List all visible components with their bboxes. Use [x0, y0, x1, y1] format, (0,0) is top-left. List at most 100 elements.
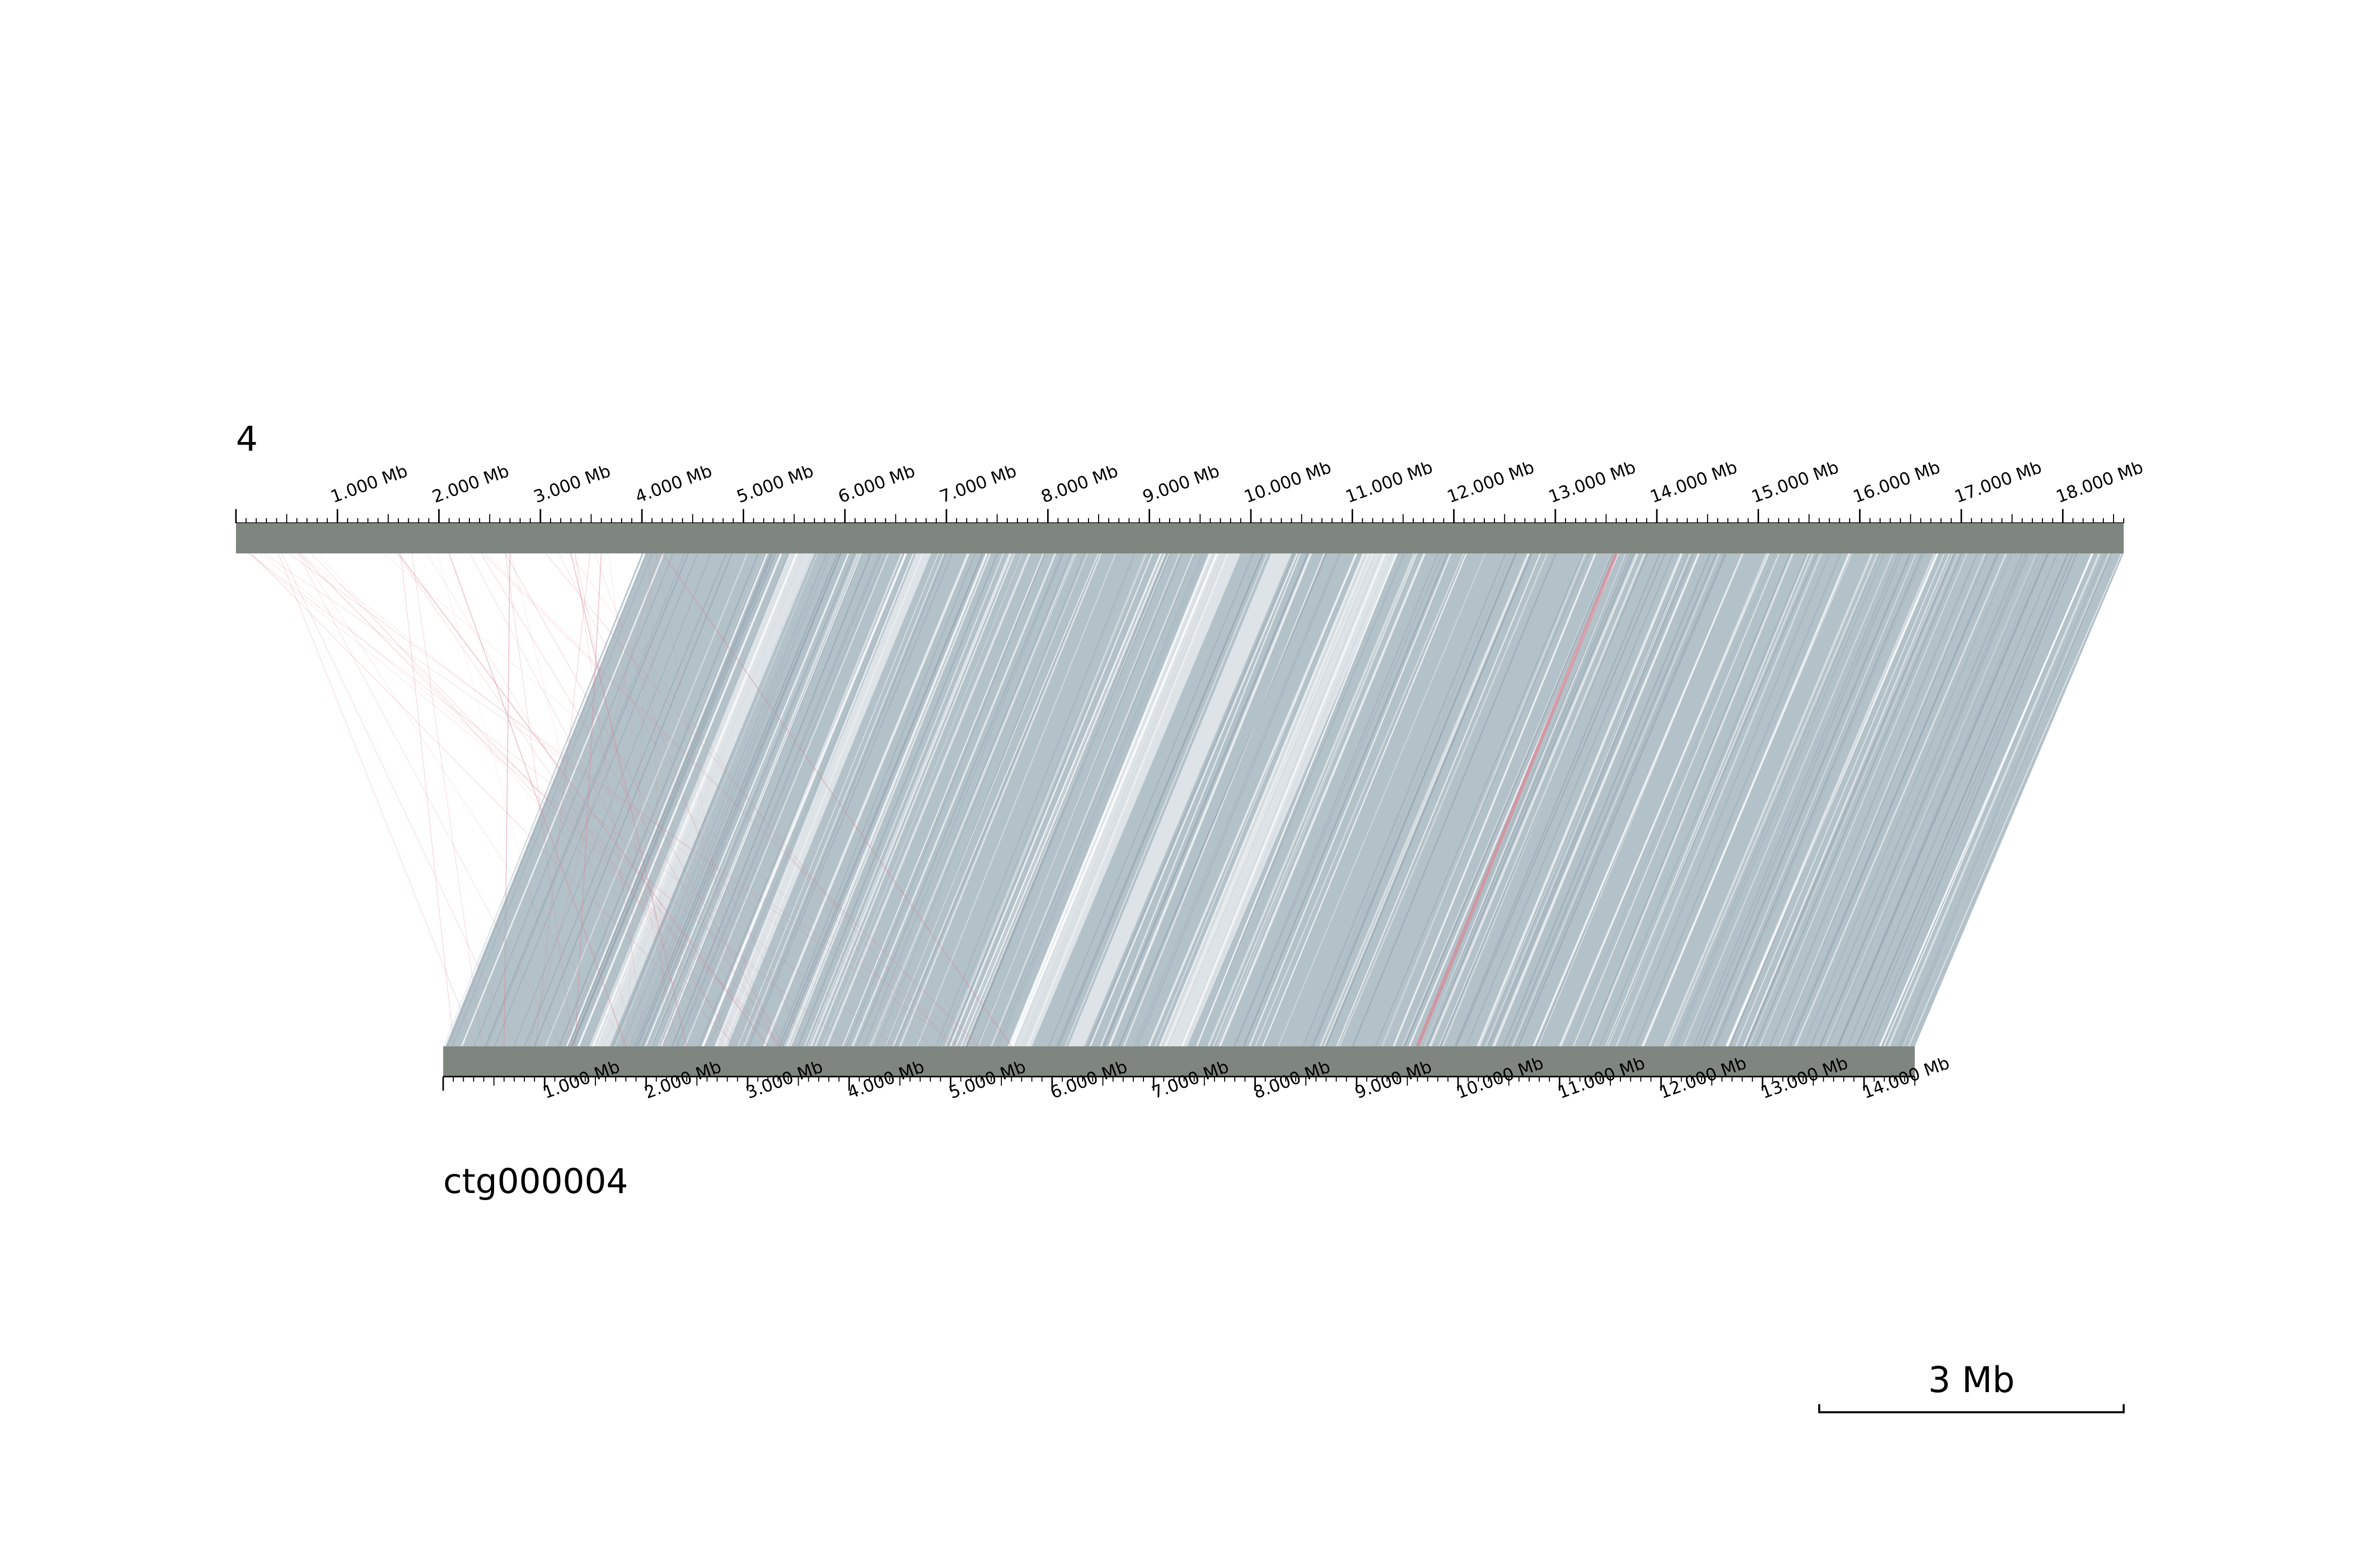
synteny-gap-line: [1319, 553, 1530, 1047]
synteny-link-line: [1423, 553, 1632, 1047]
synteny-gap-line: [1393, 553, 1596, 1047]
synteny-gap-band: [715, 553, 931, 1046]
synteny-gap-line: [657, 553, 861, 1047]
synteny-gap-line: [1778, 553, 1986, 1047]
synteny-link-line: [452, 553, 653, 1047]
synteny-gap-line: [1196, 553, 1398, 1047]
synteny-link-line: [1787, 553, 2000, 1047]
synteny-gap-line: [1537, 553, 1743, 1047]
synteny-link-line: [1302, 553, 1506, 1047]
synteny-inverted-link: [626, 553, 651, 1047]
synteny-gap-line: [1664, 553, 1874, 1047]
synteny-link-line: [947, 553, 1152, 1047]
top-ruler-tick-label: 2.000 Mb: [430, 461, 512, 507]
synteny-link-line: [571, 553, 773, 1047]
synteny-link-line: [1820, 553, 2029, 1047]
synteny-gap-line: [1477, 553, 1683, 1047]
synteny-link-line: [1233, 553, 1438, 1047]
synteny-gap-line: [977, 553, 1180, 1047]
synteny-link-line: [1352, 553, 1556, 1047]
synteny-gap-line: [701, 553, 907, 1047]
synteny-gap-line: [1402, 553, 1612, 1047]
synteny-gap-line: [645, 553, 849, 1047]
synteny-gap-line: [1148, 553, 1358, 1047]
synteny-gap-line: [1879, 553, 2094, 1047]
synteny-inverted-link: [427, 553, 725, 1047]
synteny-link-line: [1087, 553, 1295, 1047]
top-ruler-tick-label: 11.000 Mb: [1343, 457, 1435, 507]
synteny-link-line: [677, 553, 882, 1047]
synteny-inversion-line: [1416, 552, 1618, 1047]
synteny-inverted-link: [260, 553, 847, 1047]
synteny-link-line: [672, 553, 872, 1047]
synteny-gap-line: [990, 553, 1194, 1047]
synteny-link-line: [1702, 553, 1910, 1047]
synteny-link-line: [1837, 553, 2044, 1047]
synteny-link-line: [1487, 553, 1693, 1047]
synteny-gap-line: [1558, 553, 1770, 1047]
synteny-gap-line: [1100, 553, 1301, 1047]
top-ruler-tick-label: 12.000 Mb: [1444, 457, 1537, 507]
synteny-link-line: [1404, 553, 1613, 1047]
synteny-gap-line: [1207, 553, 1416, 1047]
synteny-link-line: [1693, 553, 1900, 1047]
synteny-link-line: [966, 553, 1168, 1047]
synteny-link-line: [856, 553, 1063, 1047]
synteny-link-line: [1491, 553, 1695, 1047]
synteny-link-line: [976, 553, 1183, 1047]
synteny-link-line: [661, 553, 863, 1047]
synteny-link-line: [473, 553, 674, 1047]
synteny-inverted-link: [300, 553, 781, 1047]
synteny-inverted-link: [469, 553, 733, 1047]
synteny-link-line: [1838, 553, 2049, 1047]
synteny-link-line: [1606, 553, 1818, 1047]
synteny-link-line: [1871, 553, 2078, 1047]
synteny-inverted-link: [311, 553, 783, 1047]
synteny-gap-line: [1438, 553, 1645, 1047]
synteny-link-line: [1517, 553, 1727, 1047]
synteny-gap-band: [1007, 553, 1241, 1046]
synteny-gap-line: [577, 553, 782, 1047]
top-track-ruler: 1.000 Mb 2.000 Mb 3.000 Mb 4.000 Mb 5.000 Mb…: [235, 457, 2146, 524]
synteny-gap-line: [916, 553, 1116, 1047]
bottom-track-name: ctg000004: [443, 1162, 628, 1202]
top-ruler-tick-label: 15.000 Mb: [1749, 457, 1841, 507]
synteny-gap-line: [1323, 553, 1530, 1047]
synteny-inverted-link: [248, 553, 851, 1047]
top-track-name: 4: [236, 419, 258, 459]
synteny-gap-line: [821, 553, 1023, 1047]
synteny-link-line: [1243, 553, 1449, 1047]
synteny-link-line: [1439, 553, 1649, 1047]
synteny-gap-line: [763, 553, 970, 1047]
synteny-gap-band: [1159, 553, 1398, 1046]
synteny-link-line: [1325, 553, 1532, 1047]
synteny-link-line: [749, 553, 953, 1047]
synteny-link-line: [999, 553, 1206, 1047]
synteny-link-line: [1827, 553, 2040, 1047]
synteny-gap-line: [738, 553, 939, 1047]
synteny-link-line: [1769, 553, 1978, 1047]
synteny-gap-line: [1423, 553, 1626, 1047]
synteny-link-line: [847, 553, 1045, 1047]
synteny-link-line: [622, 553, 827, 1047]
synteny-gap-line: [1725, 553, 1936, 1047]
synteny-gap-line: [1743, 553, 1950, 1047]
synteny-link-line: [561, 553, 766, 1047]
synteny-gap-line: [1759, 553, 1967, 1047]
synteny-gap-line: [944, 553, 1148, 1047]
synteny-gap-line: [1429, 553, 1639, 1047]
synteny-gap-line: [1064, 553, 1269, 1047]
synteny-link-line: [1587, 553, 1791, 1047]
synteny-links: [248, 552, 2124, 1047]
synteny-link-line: [1716, 553, 1925, 1047]
synteny-link-line: [1048, 553, 1254, 1047]
synteny-link-line: [1697, 553, 1903, 1047]
top-ruler-tick-label: 8.000 Mb: [1039, 461, 1121, 507]
synteny-link-line: [1307, 553, 1512, 1047]
synteny-gap-line: [443, 553, 646, 1047]
synteny-link-line: [634, 553, 838, 1047]
synteny-link-line: [568, 553, 772, 1047]
synteny-link-line: [778, 553, 984, 1047]
synteny-link-line: [1058, 553, 1264, 1047]
synteny-link-line: [1755, 553, 1963, 1047]
